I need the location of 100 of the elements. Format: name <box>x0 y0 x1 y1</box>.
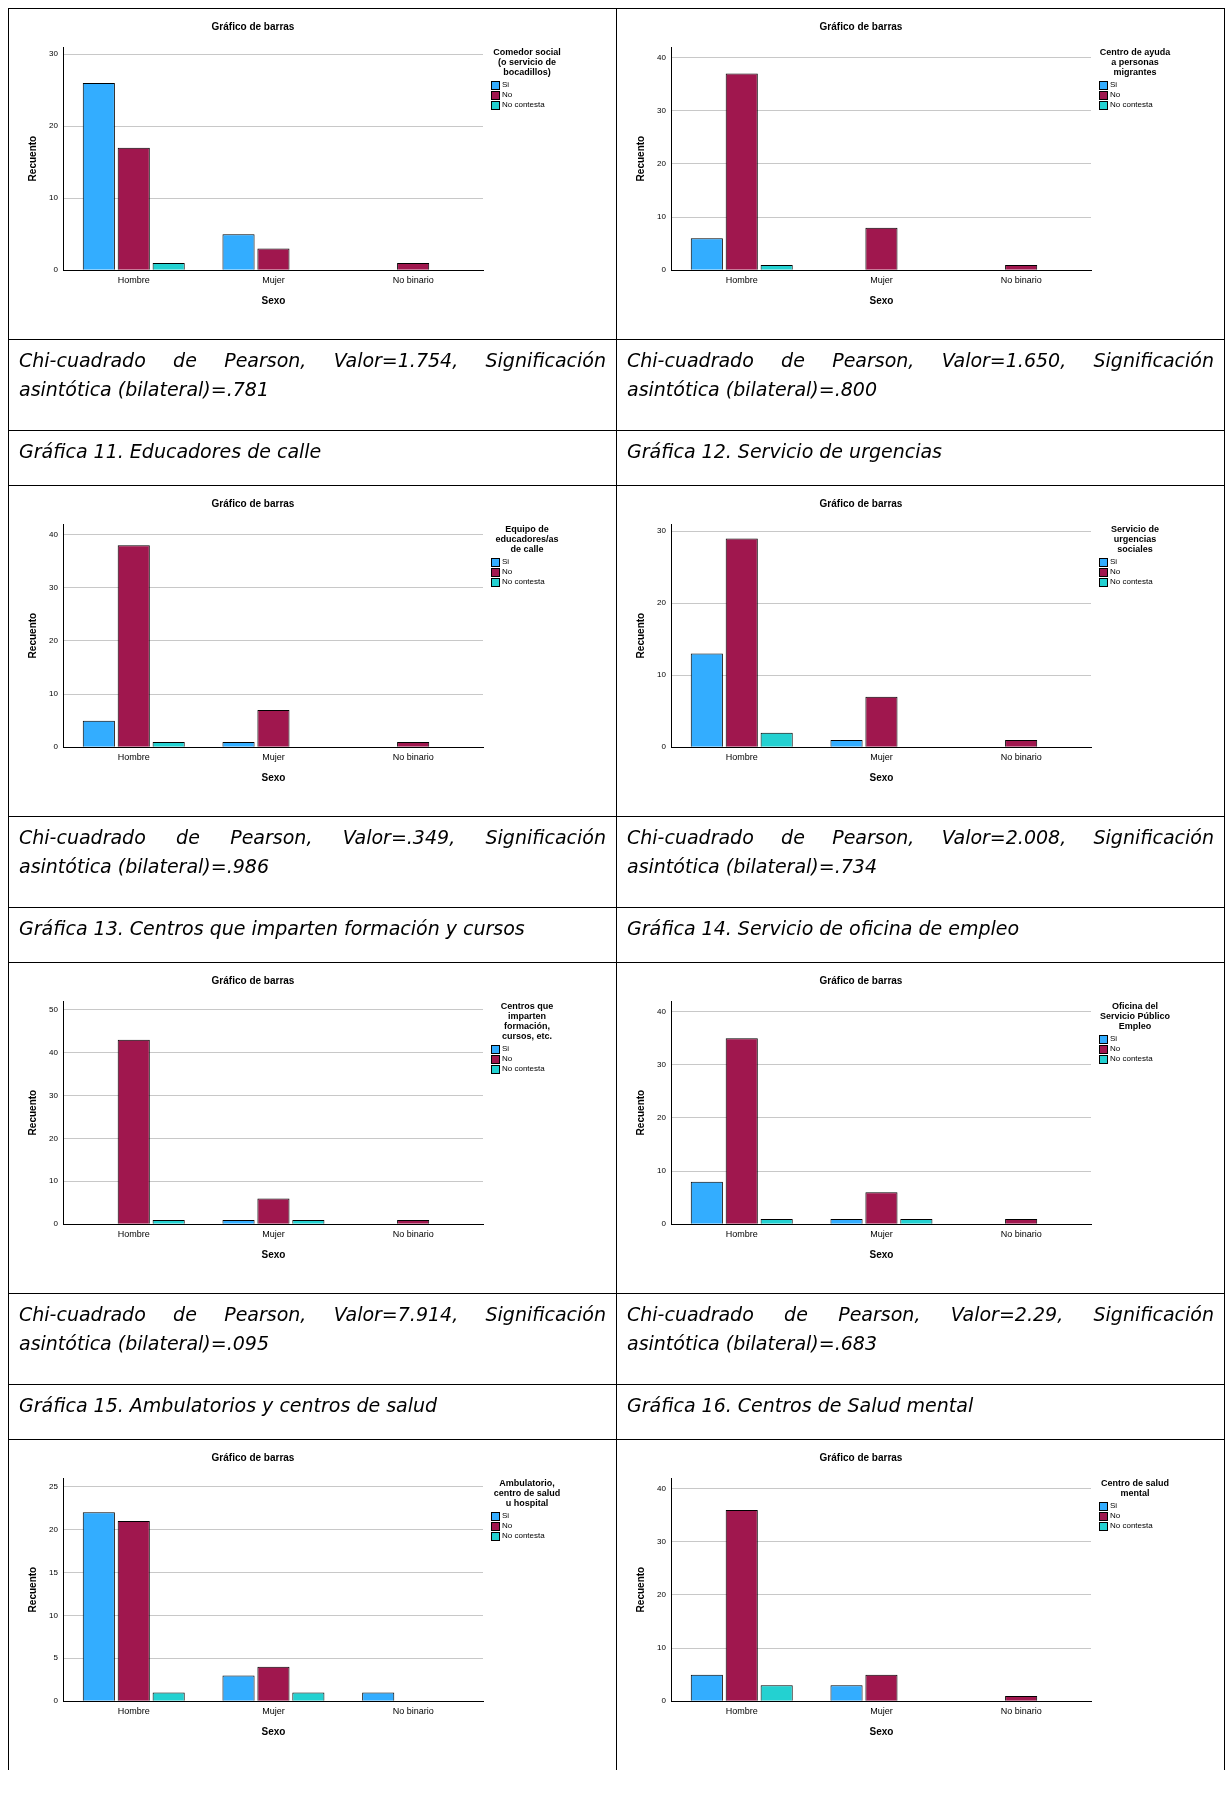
legend-label: No <box>502 567 513 577</box>
y-tick-label: 0 <box>53 742 59 752</box>
x-tick-label: Mujer <box>870 1229 893 1240</box>
x-tick-label: Hombre <box>725 1706 758 1717</box>
y-axis-title: Recuento <box>26 1089 38 1136</box>
x-tick-label: No binario <box>1000 1229 1042 1240</box>
x-tick-label: Mujer <box>870 275 893 286</box>
y-tick-label: 0 <box>53 1696 59 1706</box>
x-tick-label: No binario <box>392 752 434 763</box>
x-axis-title: Sexo <box>869 1248 894 1260</box>
legend-label: Si <box>1110 80 1118 90</box>
y-tick-label: 0 <box>661 742 667 752</box>
y-tick-label: 30 <box>48 1090 59 1100</box>
y-tick-label: 10 <box>48 1610 59 1620</box>
y-tick-label: 0 <box>53 265 59 275</box>
y-tick-label: 10 <box>656 1166 667 1176</box>
x-tick-label: Mujer <box>870 1706 893 1717</box>
legend-title: Ambulatorio, centro de salud u hospital <box>492 1478 562 1508</box>
y-tick-label: 20 <box>656 1113 667 1123</box>
y-tick-label: 20 <box>656 1590 667 1600</box>
y-tick-label: 30 <box>48 582 59 592</box>
legend-label: No contesta <box>502 577 545 587</box>
y-tick-label: 0 <box>53 1219 59 1229</box>
x-tick-label: No binario <box>1000 1706 1042 1717</box>
y-axis-title: Recuento <box>26 135 38 182</box>
y-tick-label: 30 <box>656 1059 667 1069</box>
y-tick-label: 10 <box>656 212 667 222</box>
y-tick-label: 20 <box>48 1524 59 1534</box>
legend-label: No contesta <box>502 1064 545 1074</box>
text: Gráfica 11. Educadores de calle <box>8 430 617 486</box>
legend-label: No contesta <box>1110 100 1153 110</box>
y-tick-label: 10 <box>656 1643 667 1653</box>
text: Gráfica 16. Centros de Salud mental <box>616 1384 1225 1440</box>
chart-title: Gráfico de barras <box>819 20 903 32</box>
x-axis-title: Sexo <box>869 1725 894 1737</box>
legend-label: No <box>1110 90 1121 100</box>
x-tick-label: Hombre <box>117 275 150 286</box>
x-tick-label: Hombre <box>117 1229 150 1240</box>
y-tick-label: 10 <box>48 689 59 699</box>
legend-label: No <box>502 1054 513 1064</box>
y-tick-label: 20 <box>656 159 667 169</box>
legend-label: Si <box>502 1044 510 1054</box>
text: Gráfica 13. Centros que imparten formación y cursos <box>8 907 617 963</box>
legend-label: No <box>1110 1044 1121 1054</box>
y-tick-label: 40 <box>48 1047 59 1057</box>
y-axis-title: Recuento <box>634 612 646 659</box>
text: Gráfica 12. Servicio de urgencias <box>616 430 1225 486</box>
legend-title: Centro de ayuda a personas migrantes <box>1099 47 1171 77</box>
x-tick-label: Hombre <box>117 1706 150 1717</box>
y-axis-title: Recuento <box>26 612 38 659</box>
chart-title: Gráfico de barras <box>211 497 295 509</box>
y-tick-label: 30 <box>656 105 667 115</box>
y-axis-title: Recuento <box>634 135 646 182</box>
x-axis-title: Sexo <box>869 294 894 306</box>
y-tick-label: 10 <box>656 670 667 680</box>
x-axis-title: Sexo <box>261 294 286 306</box>
legend-title: Servicio de urgencias sociales <box>1110 524 1160 554</box>
x-axis-title: Sexo <box>869 771 894 783</box>
x-tick-label: Hombre <box>725 752 758 763</box>
x-tick-label: No binario <box>1000 752 1042 763</box>
x-tick-label: Hombre <box>117 752 150 763</box>
y-tick-label: 0 <box>661 1219 667 1229</box>
y-tick-label: 40 <box>656 1483 667 1493</box>
legend-title: Comedor social (o servicio de bocadillos) <box>492 47 562 77</box>
y-tick-label: 20 <box>656 598 667 608</box>
legend-label: No contesta <box>502 100 545 110</box>
x-tick-label: No binario <box>392 1229 434 1240</box>
legend-label: No <box>1110 567 1121 577</box>
text: Chi-cuadrado de Pearson, Valor=.349, Significación asintótica (bilateral)=.986 <box>8 816 617 908</box>
y-tick-label: 30 <box>656 1536 667 1546</box>
x-axis-title: Sexo <box>261 1725 286 1737</box>
legend-label: Si <box>502 1511 510 1521</box>
y-tick-label: 0 <box>661 1696 667 1706</box>
y-tick-label: 10 <box>48 1176 59 1186</box>
y-tick-label: 40 <box>656 52 667 62</box>
y-tick-label: 5 <box>53 1653 59 1663</box>
legend-label: Si <box>1110 557 1118 567</box>
y-tick-label: 30 <box>48 49 59 59</box>
x-tick-label: Mujer <box>262 1706 285 1717</box>
y-tick-label: 30 <box>656 526 667 536</box>
y-tick-label: 10 <box>48 193 59 203</box>
x-tick-label: Mujer <box>262 752 285 763</box>
text: Chi-cuadrado de Pearson, Valor=7.914, Significación asintótica (bilateral)=.095 <box>8 1293 617 1385</box>
legend-label: No contesta <box>1110 577 1153 587</box>
legend-title: Oficina del Servicio Público Empleo <box>1099 1001 1171 1031</box>
y-tick-label: 0 <box>661 265 667 275</box>
text: Chi-cuadrado de Pearson, Valor=1.754, Significación asintótica (bilateral)=.781 <box>8 339 617 431</box>
y-tick-label: 40 <box>656 1006 667 1016</box>
x-axis-title: Sexo <box>261 771 286 783</box>
text: Chi-cuadrado de Pearson, Valor=2.008, Significación asintótica (bilateral)=.734 <box>616 816 1225 908</box>
text: Chi-cuadrado de Pearson, Valor=2.29, Significación asintótica (bilateral)=.683 <box>616 1293 1225 1385</box>
x-tick-label: No binario <box>392 1706 434 1717</box>
x-tick-label: No binario <box>392 275 434 286</box>
y-tick-label: 20 <box>48 121 59 131</box>
chart-title: Gráfico de barras <box>819 974 903 986</box>
legend-label: Si <box>1110 1501 1118 1511</box>
legend-label: Si <box>502 557 510 567</box>
legend-label: No <box>502 1521 513 1531</box>
x-tick-label: Hombre <box>725 1229 758 1240</box>
y-axis-title: Recuento <box>634 1566 646 1613</box>
